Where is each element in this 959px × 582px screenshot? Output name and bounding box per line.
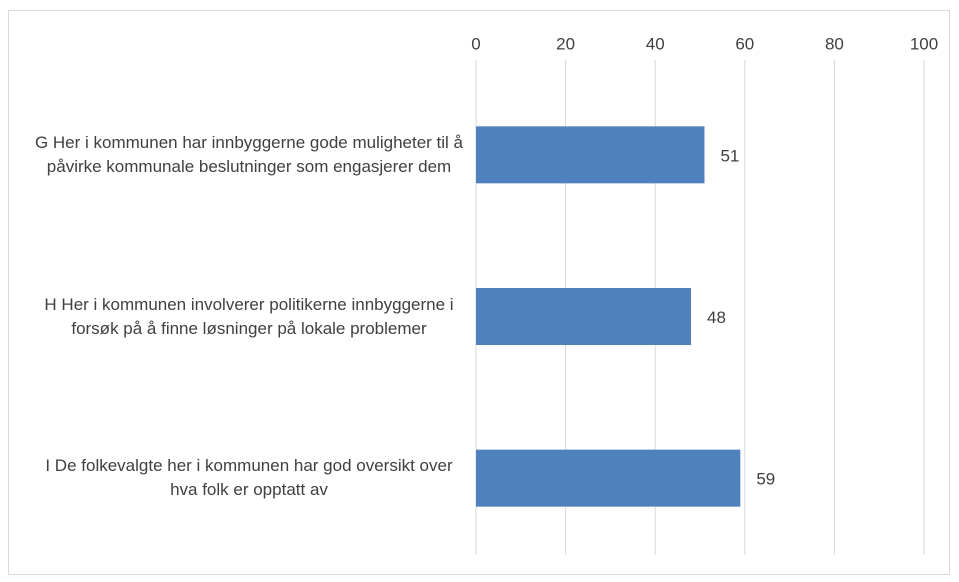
x-tick-label: 40 [646,34,665,53]
category-label: H Her i kommunen involverer politikerne … [44,294,454,338]
value-label: 48 [707,308,726,327]
value-label: 51 [720,146,739,165]
category-label: I De folkevalgte her i kommunen har god … [45,456,453,500]
value-label: 59 [756,470,775,489]
x-tick-label: 60 [735,34,754,53]
bar [476,288,692,345]
x-tick-label: 20 [556,34,575,53]
x-tick-label: 100 [910,34,938,53]
category-label: G Her i kommunen har innbyggerne gode mu… [34,132,464,176]
x-tick-label: 80 [825,34,844,53]
chart-border [8,10,950,575]
x-tick-label: 0 [471,34,480,53]
bar [476,449,741,507]
bar [476,126,705,184]
